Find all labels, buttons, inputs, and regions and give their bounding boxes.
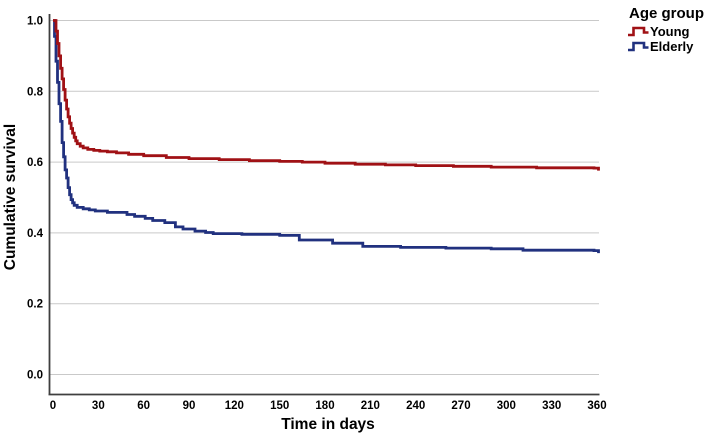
x-tick-label: 270: [451, 400, 470, 412]
y-tick-label: 0.2: [27, 299, 43, 311]
x-axis-title: Time in days: [281, 416, 375, 433]
x-tick-label: 330: [542, 400, 561, 412]
legend-item-label-young: Young: [650, 24, 690, 39]
x-tick-label: 30: [92, 400, 105, 412]
x-tick-label: 90: [183, 400, 196, 412]
x-tick-label: 0: [50, 400, 56, 412]
legend-item-young: Young: [627, 24, 704, 39]
x-tick-label: 240: [406, 400, 425, 412]
legend: Age group Young Elderly: [627, 5, 704, 54]
x-tick-label: 60: [137, 400, 150, 412]
series-elderly-curve: [53, 19, 600, 254]
y-tick-label: 0.4: [27, 228, 44, 240]
legend-title: Age group: [629, 5, 704, 22]
legend-item-elderly: Elderly: [627, 39, 704, 54]
x-tick-label: 150: [270, 400, 289, 412]
x-tick-label: 360: [587, 400, 606, 412]
x-tick-label: 120: [225, 400, 244, 412]
legend-item-label-elderly: Elderly: [650, 39, 694, 54]
young-step-line-icon: [628, 26, 649, 37]
y-tick-label: 0.0: [27, 370, 43, 382]
x-tick-label: 180: [315, 400, 334, 412]
y-tick-label: 1.0: [27, 16, 43, 28]
elderly-step-line-icon: [628, 41, 649, 52]
y-axis-title: Cumulative survival: [2, 123, 19, 271]
x-tick-label: 210: [361, 400, 380, 412]
x-tick-label: 300: [497, 400, 516, 412]
y-tick-label: 0.8: [27, 86, 44, 98]
y-tick-label: 0.6: [27, 157, 43, 169]
series-young-curve: [53, 19, 600, 171]
